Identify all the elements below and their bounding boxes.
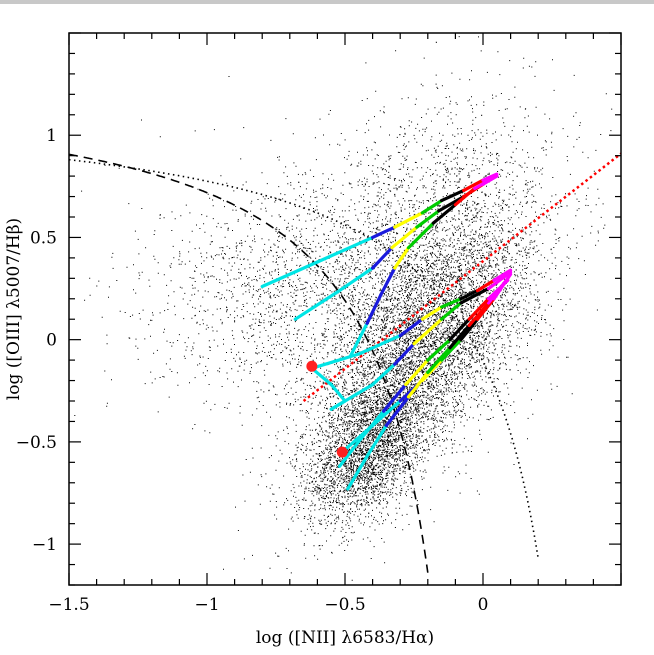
- track-segment: [462, 178, 485, 192]
- track-segment: [486, 270, 513, 291]
- track-segment: [467, 301, 491, 327]
- track-segment: [486, 278, 510, 301]
- y-tick-label: 1: [46, 126, 57, 146]
- track-segment: [371, 225, 397, 239]
- track-segment: [481, 172, 499, 182]
- track-segment: [426, 338, 452, 362]
- track-segment: [437, 195, 466, 213]
- red-markers: [306, 360, 348, 458]
- track-segment: [371, 246, 394, 270]
- track-segment: [415, 209, 441, 229]
- track-segment: [390, 225, 419, 250]
- track-segment: [448, 323, 471, 350]
- plot-frame: [68, 32, 622, 586]
- track-segment: [393, 342, 416, 366]
- y-axis-label: log ([OIII] λ5007/Hβ): [4, 218, 24, 400]
- track-segment: [412, 317, 444, 346]
- track-segment: [382, 383, 408, 413]
- track-segment: [365, 293, 383, 325]
- track-segment: [357, 334, 402, 356]
- track-segment: [475, 297, 496, 321]
- x-tick-label: −1.5: [48, 595, 89, 615]
- track-segment: [406, 370, 430, 399]
- y-tick-label: 0.5: [30, 228, 57, 248]
- track-segment: [329, 383, 375, 411]
- demarcation-curves: [69, 152, 621, 573]
- x-tick-labels: −1.5 −1 −0.5 0: [48, 595, 488, 615]
- axis-ticks: [68, 32, 622, 586]
- top-window-rule: [0, 0, 654, 4]
- model-track: [348, 174, 499, 358]
- track-segment: [459, 287, 491, 305]
- track-segment: [337, 266, 375, 293]
- y-tick-label: −1: [32, 535, 57, 555]
- y-tick-label: −0.5: [16, 433, 57, 453]
- track-segment: [384, 395, 411, 428]
- track-segment: [310, 352, 361, 370]
- model-tracks: [260, 172, 513, 491]
- track-segment: [379, 266, 397, 297]
- track-segment: [315, 235, 375, 264]
- track-segment: [393, 246, 411, 270]
- track-segment: [420, 305, 444, 321]
- y-tick-label: 0: [46, 331, 57, 351]
- track-segment: [440, 338, 463, 362]
- data-points-cloud: [74, 36, 613, 581]
- model-track: [260, 172, 499, 289]
- track-segment: [404, 358, 430, 387]
- model-track: [310, 268, 513, 370]
- red-marker-point: [336, 446, 348, 458]
- y-tick-labels: −1 −0.5 0 0.5 1: [16, 126, 57, 555]
- x-axis-label: log ([NII] λ6583/Hα): [256, 628, 434, 648]
- track-segment: [492, 268, 513, 282]
- track-segment: [310, 366, 333, 387]
- track-segment: [346, 454, 369, 491]
- track-segment: [260, 260, 319, 289]
- track-segment: [440, 188, 466, 203]
- track-segment: [426, 346, 452, 374]
- x-tick-label: 0: [478, 595, 489, 615]
- track-segment: [440, 301, 463, 321]
- track-segment: [475, 278, 496, 293]
- model-track: [337, 278, 510, 468]
- track-segment: [406, 221, 435, 250]
- track-segment: [329, 383, 347, 403]
- track-segment: [360, 409, 386, 440]
- track-segment: [431, 203, 457, 225]
- track-segment: [365, 423, 388, 458]
- track-segment: [371, 362, 397, 387]
- track-segment: [440, 297, 463, 309]
- track-segment: [337, 436, 364, 468]
- kauffmann-dashed-curve: [69, 153, 429, 573]
- track-segment: [293, 289, 342, 321]
- scatter-points: [74, 36, 613, 581]
- track-segment: [420, 199, 444, 215]
- red-marker-point: [306, 360, 318, 372]
- model-track: [346, 276, 510, 491]
- track-segment: [467, 297, 491, 321]
- track-segment: [453, 186, 477, 207]
- track-segment: [398, 317, 424, 338]
- track-segment: [459, 317, 480, 342]
- track-segment: [393, 211, 424, 229]
- track-segment: [473, 174, 499, 190]
- seyfert-liner-red-dotted-line: [302, 152, 621, 402]
- track-segment: [448, 317, 471, 342]
- model-track: [310, 270, 513, 411]
- track-segment: [459, 289, 480, 301]
- x-tick-label: −1: [194, 595, 219, 615]
- track-segment: [348, 321, 369, 358]
- kewley-dotted-curve: [69, 158, 539, 559]
- x-tick-label: −0.5: [324, 595, 365, 615]
